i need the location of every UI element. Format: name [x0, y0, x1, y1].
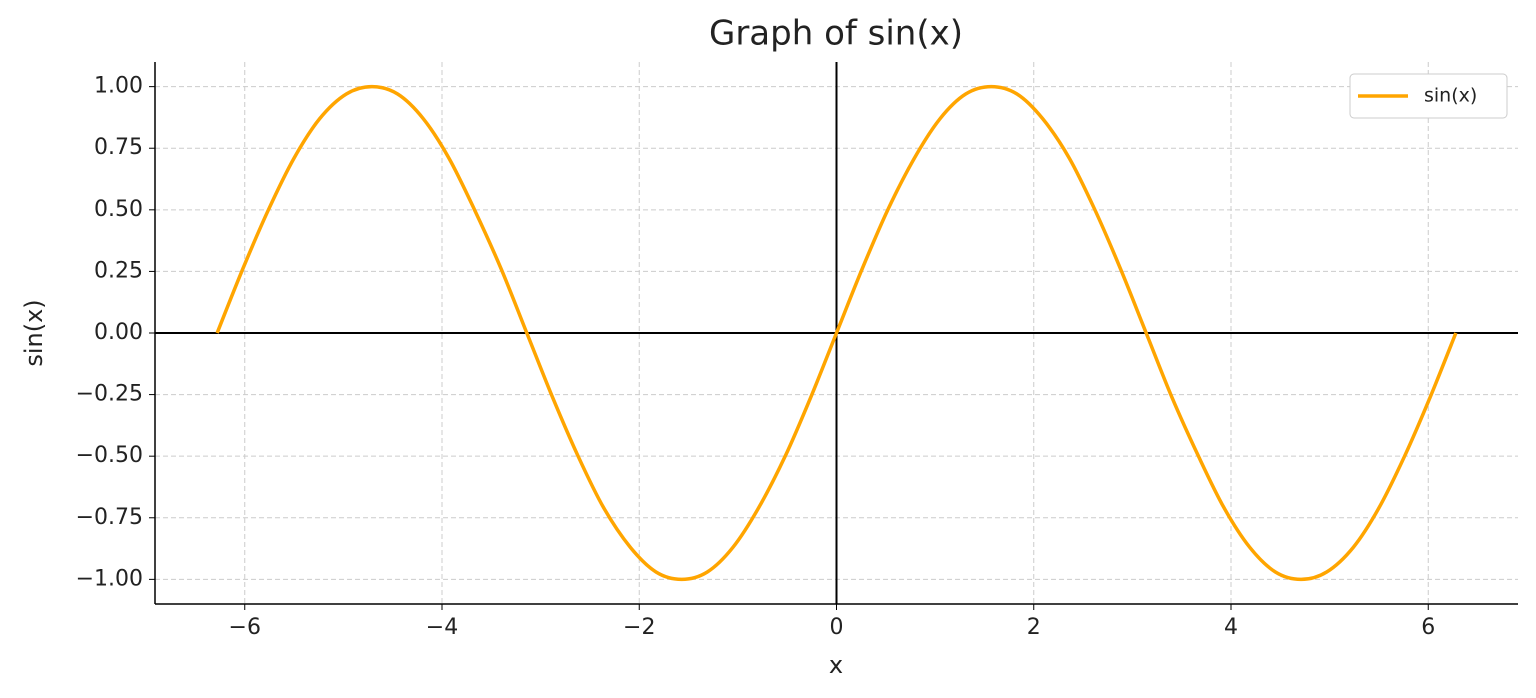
y-tick-label: −0.75 [76, 505, 143, 530]
line-series [215, 84, 1458, 582]
x-tick-label: −2 [623, 615, 655, 640]
y-tick-label: 1.00 [94, 74, 143, 99]
x-tick-label: −6 [229, 615, 261, 640]
y-tick-label: −0.25 [76, 382, 143, 407]
y-tick-label: −1.00 [76, 566, 143, 591]
x-axis-label: x [829, 651, 843, 679]
y-axis-label: sin(x) [20, 299, 48, 366]
x-tick-label: 6 [1421, 615, 1435, 640]
legend-box [1349, 73, 1508, 119]
y-tick-label: −0.50 [76, 443, 143, 468]
y-tick-label: 0.00 [94, 320, 143, 345]
chart-title: Graph of sin(x) [709, 14, 963, 54]
x-tick-label: 4 [1224, 615, 1238, 640]
y-tick-label: 0.75 [94, 135, 143, 160]
y-tick-label: 0.50 [94, 197, 143, 222]
x-tick-label: 2 [1027, 615, 1041, 640]
x-tick-label: 0 [830, 615, 844, 640]
y-tick-label: 0.25 [94, 258, 143, 283]
legend-label: sin(x) [1424, 85, 1477, 107]
x-tick-label: −4 [426, 615, 458, 640]
